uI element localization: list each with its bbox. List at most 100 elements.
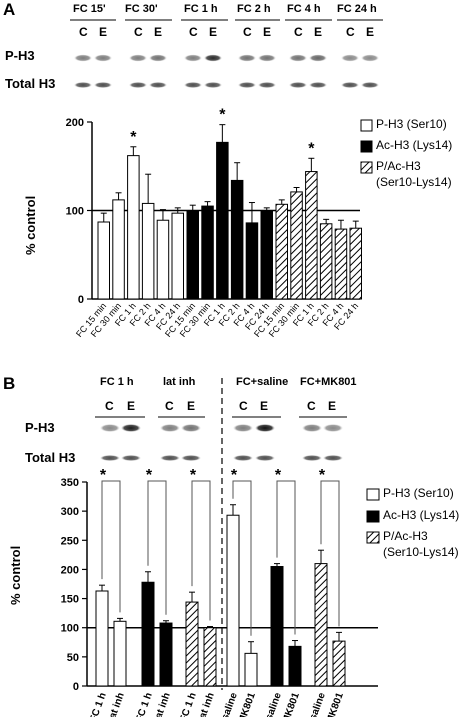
panel-a-letter: A — [3, 0, 16, 19]
lane-c-label: C — [307, 399, 316, 413]
legend-swatch — [366, 531, 380, 544]
bar — [349, 227, 362, 300]
condition-label: FC 2 h — [237, 3, 271, 15]
bar — [141, 581, 155, 687]
blot-band — [258, 82, 276, 88]
significance-marker: * — [319, 467, 326, 484]
bar — [230, 179, 244, 300]
blot-row-label: Total H3 — [25, 450, 76, 465]
significance-marker: * — [130, 129, 137, 146]
bar — [113, 620, 127, 687]
significance-bracket — [276, 480, 296, 635]
lane-c-label: C — [294, 25, 303, 39]
blot-band — [233, 424, 253, 432]
western-blot-bands-b — [100, 424, 343, 461]
bar — [305, 171, 318, 300]
legend-label: P/Ac-H3 — [376, 159, 421, 173]
bar — [244, 652, 258, 687]
x-tick-label: FC+saline — [213, 691, 240, 717]
blot-band — [233, 455, 253, 461]
x-tick-label: FC 1 h — [88, 691, 109, 717]
lane-e-label: E — [127, 399, 136, 413]
blot-band — [323, 424, 343, 432]
y-tick-label: 50 — [67, 652, 79, 664]
condition-label: FC+MK801 — [300, 376, 357, 388]
bar — [171, 212, 184, 300]
y-tick-label: 300 — [61, 506, 79, 518]
bar — [112, 199, 125, 300]
bar — [290, 191, 303, 300]
bar — [288, 645, 302, 687]
blot-band — [323, 455, 343, 461]
lane-c-label: C — [346, 25, 355, 39]
lane-e-label: E — [154, 25, 163, 39]
blot-band — [121, 455, 141, 461]
blot-band — [184, 54, 202, 62]
lane-c-label: C — [189, 25, 198, 39]
blot-band — [309, 82, 327, 88]
bar — [314, 563, 328, 687]
legend-swatch — [360, 140, 373, 153]
significance-bracket — [320, 480, 340, 627]
blot-band — [94, 82, 112, 88]
western-blot-bands-a — [74, 54, 379, 88]
lane-e-label: E — [187, 399, 196, 413]
y-tick-label: 100 — [66, 206, 84, 218]
bar — [203, 627, 217, 687]
blot-band — [149, 82, 167, 88]
blot-band — [129, 82, 147, 88]
legend-label: P-H3 (Ser10) — [376, 117, 447, 131]
bar — [95, 590, 109, 687]
blot-band — [121, 424, 141, 432]
blot-band — [74, 54, 92, 62]
blot-band — [184, 82, 202, 88]
blot-band — [302, 455, 322, 461]
blot-band — [204, 82, 222, 88]
x-tick-label: lat inh — [152, 691, 172, 717]
bar — [97, 221, 110, 300]
legend-label: (Ser10-Lys14) — [383, 545, 459, 559]
lane-e-label: E — [314, 25, 323, 39]
significance-marker: * — [275, 467, 282, 484]
significance-marker: * — [308, 140, 315, 157]
significance-bracket — [191, 480, 211, 621]
significance-marker: * — [146, 467, 153, 484]
bar — [332, 640, 346, 687]
blot-band — [341, 54, 359, 62]
blot-band — [181, 424, 201, 432]
legend-label: Ac-H3 (Lys14) — [376, 138, 453, 152]
blot-band — [100, 424, 120, 432]
condition-label: FC 4 h — [287, 3, 321, 15]
lane-e-label: E — [263, 25, 272, 39]
bar — [201, 205, 214, 300]
legend-label: P-H3 (Ser10) — [383, 486, 454, 500]
blot-band — [100, 455, 120, 461]
lane-c-label: C — [134, 25, 143, 39]
condition-label: FC 1 h — [100, 376, 134, 388]
lane-e-label: E — [328, 399, 337, 413]
bar — [141, 202, 155, 300]
bar — [275, 203, 288, 300]
condition-label: FC+saline — [236, 376, 289, 388]
lane-c-label: C — [105, 399, 114, 413]
significance-marker: * — [190, 467, 197, 484]
blot-band — [149, 54, 167, 62]
significance-bracket — [101, 480, 121, 613]
significance-bracket — [232, 480, 252, 636]
blot-band — [258, 54, 276, 62]
significance-bracket — [147, 480, 167, 615]
lane-c-label: C — [243, 25, 252, 39]
bar — [226, 514, 240, 687]
legend-label: P/Ac-H3 — [383, 529, 428, 543]
significance-marker: * — [100, 467, 107, 484]
blot-band — [255, 424, 275, 432]
blot-band — [74, 82, 92, 88]
bar — [185, 601, 199, 687]
bar — [156, 219, 170, 300]
legend-swatch — [360, 161, 373, 174]
blot-band — [289, 82, 307, 88]
x-tick-label: lat inh — [106, 691, 126, 717]
bar — [245, 222, 259, 300]
x-tick-label: FC 1 h — [134, 691, 155, 717]
